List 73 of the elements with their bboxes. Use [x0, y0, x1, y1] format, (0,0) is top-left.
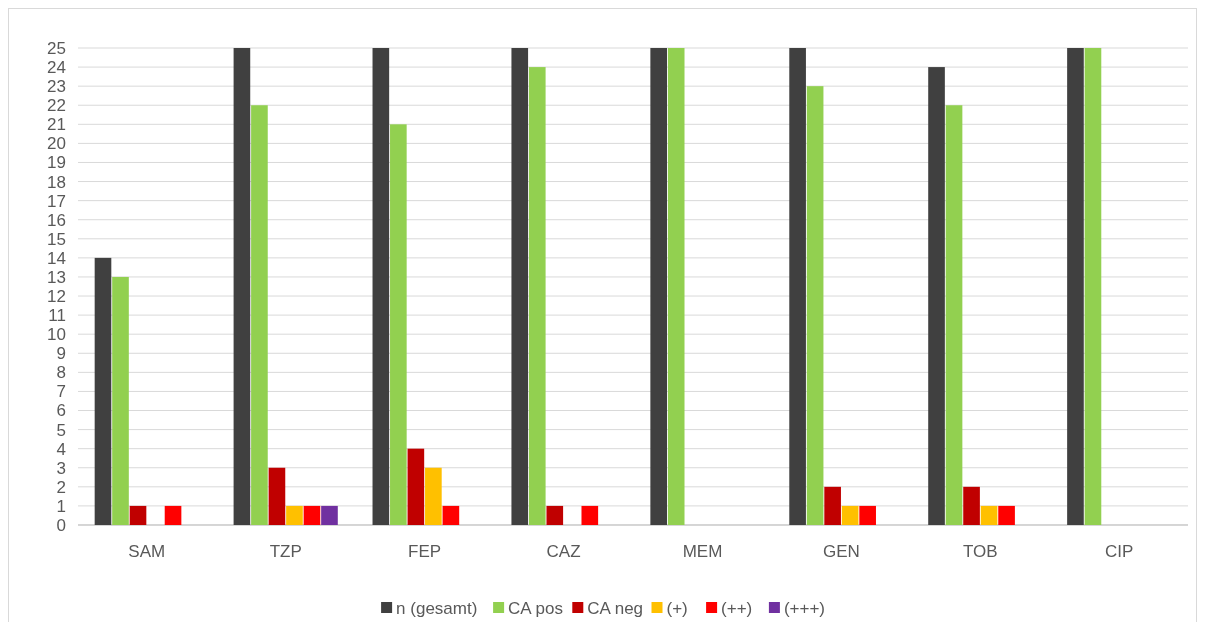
- y-tick-label: 9: [56, 344, 66, 364]
- bar: [233, 48, 251, 525]
- y-tick-label: 15: [47, 229, 66, 249]
- y-tick-label: 0: [56, 515, 66, 535]
- bar: [806, 86, 824, 525]
- y-tick-label: 17: [47, 191, 66, 211]
- bar: [667, 48, 685, 525]
- x-tick-label: MEM: [682, 542, 723, 561]
- bar: [928, 67, 945, 525]
- legend-label: CA pos: [508, 598, 563, 618]
- bar: [286, 505, 303, 525]
- y-tick-label: 13: [47, 267, 66, 287]
- legend-label: CA neg: [587, 598, 644, 618]
- y-tick-label: 22: [47, 96, 66, 116]
- y-tick-label: 6: [56, 401, 66, 421]
- legend-label: (+++): [783, 598, 826, 618]
- x-tick-label: GEN: [822, 542, 860, 561]
- bar: [390, 124, 407, 525]
- bar: [321, 505, 338, 525]
- y-tick-label: 21: [47, 115, 66, 135]
- bar: [372, 48, 390, 525]
- bar: [303, 505, 321, 525]
- x-tick-label: TOB: [962, 542, 998, 561]
- bar: [963, 486, 980, 525]
- bar: [407, 448, 425, 525]
- bar: [425, 467, 442, 525]
- x-tick-label: SAM: [128, 542, 166, 561]
- legend-label: n (gesamt): [396, 598, 478, 618]
- y-tick-label: 18: [47, 172, 66, 192]
- bar: [859, 505, 876, 525]
- y-tick-label: 1: [56, 496, 66, 516]
- x-tick-label: TZP: [269, 542, 302, 561]
- bar: [112, 276, 129, 525]
- bar: [94, 257, 112, 525]
- bar: [980, 505, 998, 525]
- y-tick-label: 10: [47, 325, 66, 345]
- bar: [129, 505, 147, 525]
- y-tick-label: 11: [48, 306, 66, 326]
- bar: [998, 505, 1015, 525]
- y-tick-label: 24: [47, 58, 66, 78]
- y-tick-label: 8: [56, 363, 66, 383]
- bar: [789, 48, 806, 525]
- y-tick-label: 12: [47, 286, 66, 306]
- y-tick-label: 7: [56, 382, 66, 402]
- bar: [841, 505, 859, 525]
- y-tick-label: 14: [47, 248, 66, 268]
- y-tick-label: 3: [56, 458, 66, 478]
- y-tick-label: 5: [56, 420, 66, 440]
- bar: [945, 105, 963, 525]
- bar: [1084, 48, 1102, 525]
- bar: [824, 486, 841, 525]
- bar: [511, 48, 529, 525]
- bar: [650, 48, 667, 525]
- y-tick-label: 23: [47, 77, 66, 97]
- y-tick-label: 2: [56, 477, 66, 497]
- bar: [268, 467, 286, 525]
- y-tick-label: 4: [56, 439, 66, 459]
- bar: [251, 105, 268, 525]
- bar: [581, 505, 599, 525]
- y-tick-label: 16: [47, 210, 66, 230]
- bar: [442, 505, 460, 525]
- legend-label: (+): [666, 598, 688, 618]
- y-tick-label: 19: [47, 153, 66, 173]
- bar: [546, 505, 564, 525]
- bar: [1067, 48, 1084, 525]
- x-tick-label: FEP: [408, 542, 442, 561]
- bar: [528, 67, 546, 525]
- x-tick-label: CAZ: [546, 542, 581, 561]
- bar: [164, 505, 182, 525]
- x-tick-label: CIP: [1105, 542, 1134, 561]
- y-tick-label: 25: [47, 38, 66, 58]
- legend-label: (++): [721, 598, 753, 618]
- y-tick-label: 20: [47, 134, 66, 154]
